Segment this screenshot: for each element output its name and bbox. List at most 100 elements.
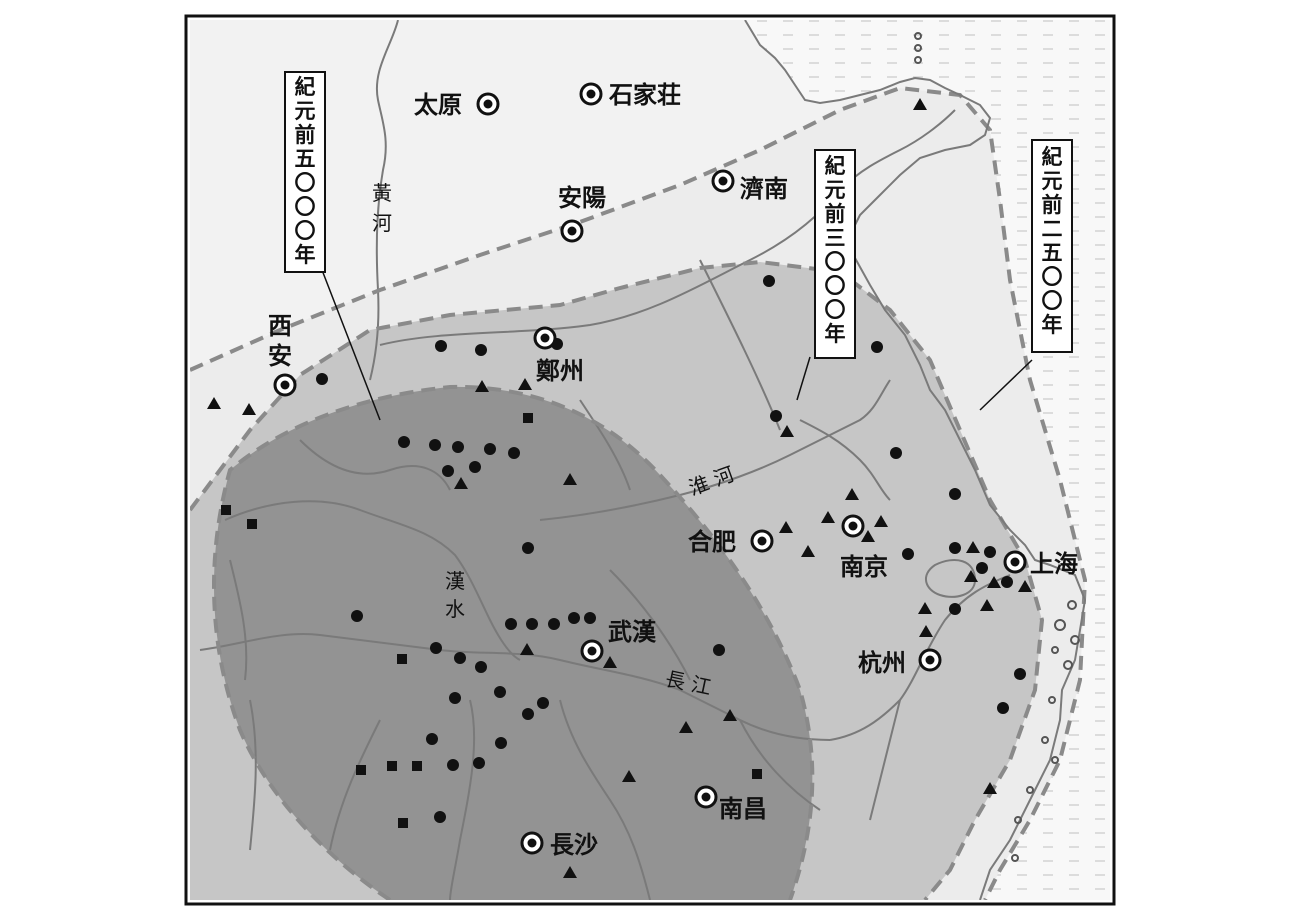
triangle-site xyxy=(821,511,835,523)
triangle-site xyxy=(563,866,577,878)
circle-site xyxy=(429,439,441,451)
square-site xyxy=(752,769,762,779)
city-changsha xyxy=(520,831,544,855)
city-label-wuhan: 武漢 xyxy=(608,618,657,646)
city-wuhan xyxy=(580,639,604,663)
circle-site xyxy=(526,618,538,630)
circle-site xyxy=(447,759,459,771)
circle-site xyxy=(475,661,487,673)
triangle-site xyxy=(603,656,617,668)
yellow-river-label: 黃河 xyxy=(372,181,392,235)
square-site xyxy=(412,761,422,771)
triangle-site xyxy=(980,599,994,611)
triangle-site xyxy=(622,770,636,782)
square-site xyxy=(523,413,533,423)
circle-site xyxy=(770,410,782,422)
circle-site xyxy=(351,610,363,622)
square-site xyxy=(387,761,397,771)
circle-site xyxy=(949,542,961,554)
triangle-site xyxy=(983,782,997,794)
city-jinan xyxy=(711,169,735,193)
circle-site xyxy=(494,686,506,698)
city-label-anyang: 安陽 xyxy=(558,184,606,212)
city-label-jinan: 濟南 xyxy=(740,175,788,203)
city-hangzhou xyxy=(918,648,942,672)
triangle-site xyxy=(801,545,815,557)
circle-site xyxy=(449,692,461,704)
circle-site xyxy=(763,275,775,287)
city-taiyuan xyxy=(476,92,500,116)
river-network xyxy=(199,20,1011,900)
triangle-site xyxy=(679,721,693,733)
circle-site xyxy=(984,546,996,558)
circle-site xyxy=(398,436,410,448)
circle-site xyxy=(568,612,580,624)
han-river-course xyxy=(224,500,521,661)
boundary-5000bc xyxy=(212,384,815,900)
triangle-site xyxy=(723,709,737,721)
circle-site xyxy=(475,344,487,356)
triangle-site xyxy=(518,378,532,390)
city-shanghai xyxy=(1003,550,1027,574)
sea xyxy=(745,20,1110,900)
city-label-nanchang: 南昌 xyxy=(719,795,767,823)
city-nanchang xyxy=(694,785,718,809)
circle-site xyxy=(871,341,883,353)
triangle-site xyxy=(913,98,927,110)
circle-site xyxy=(548,618,560,630)
circle-site xyxy=(976,562,988,574)
circle-site xyxy=(997,702,1009,714)
triangle-site xyxy=(918,602,932,614)
square-site xyxy=(398,818,408,828)
city-label-xian-line2: 安 xyxy=(268,342,292,370)
city-label-hangzhou: 杭州 xyxy=(858,649,906,677)
circle-site xyxy=(584,612,596,624)
square-site xyxy=(397,654,407,664)
city-shijiazhuang xyxy=(579,82,603,106)
triangle-site xyxy=(919,625,933,637)
circle-site xyxy=(454,652,466,664)
era-label-3000: 紀元前三〇〇〇年 xyxy=(825,154,846,346)
city-label-xian-line1: 西 xyxy=(268,312,292,340)
city-nanjing xyxy=(841,514,865,538)
circle-site xyxy=(1014,668,1026,680)
taihu-lake xyxy=(925,559,977,598)
city-anyang xyxy=(560,219,584,243)
circle-site xyxy=(522,708,534,720)
circle-site xyxy=(435,340,447,352)
triangle-site xyxy=(964,570,978,582)
triangle-site xyxy=(987,576,1001,588)
triangle-site xyxy=(475,380,489,392)
city-labels: 太原 石家荘 安陽 濟南 西 安 鄭州 合肥 南京 上海 杭州 武漢 南昌 長沙 xyxy=(268,81,1078,859)
city-label-zhengzhou: 鄭州 xyxy=(536,357,584,385)
city-xian xyxy=(273,373,297,397)
circle-site xyxy=(484,443,496,455)
circle-site xyxy=(1001,576,1013,588)
han-river-label: 漢水 xyxy=(445,569,465,621)
era-box-2500: 紀元前二五〇〇年 xyxy=(1031,139,1073,353)
circle-site xyxy=(949,488,961,500)
zone-boundaries xyxy=(190,85,1088,900)
city-label-shanghai: 上海 xyxy=(1030,550,1078,578)
boundary-2500bc xyxy=(190,85,1088,900)
triangle-site xyxy=(520,643,534,655)
circle-site xyxy=(949,603,961,615)
triangle-site xyxy=(563,473,577,485)
circle-site xyxy=(452,441,464,453)
circle-site xyxy=(473,757,485,769)
circle-site xyxy=(426,733,438,745)
city-label-nanjing: 南京 xyxy=(840,553,888,581)
triangle-site xyxy=(966,541,980,553)
city-label-changsha: 長沙 xyxy=(550,831,598,859)
triangle-site xyxy=(861,530,875,542)
circle-site xyxy=(508,447,520,459)
city-zhengzhou xyxy=(533,326,557,350)
square-site xyxy=(221,505,231,515)
circle-site xyxy=(713,644,725,656)
square-sites xyxy=(221,413,762,828)
triangle-site xyxy=(454,477,468,489)
city-label-shijiazhuang: 石家荘 xyxy=(608,81,681,109)
triangle-sites xyxy=(207,98,1032,878)
era-box-3000: 紀元前三〇〇〇年 xyxy=(814,149,856,359)
